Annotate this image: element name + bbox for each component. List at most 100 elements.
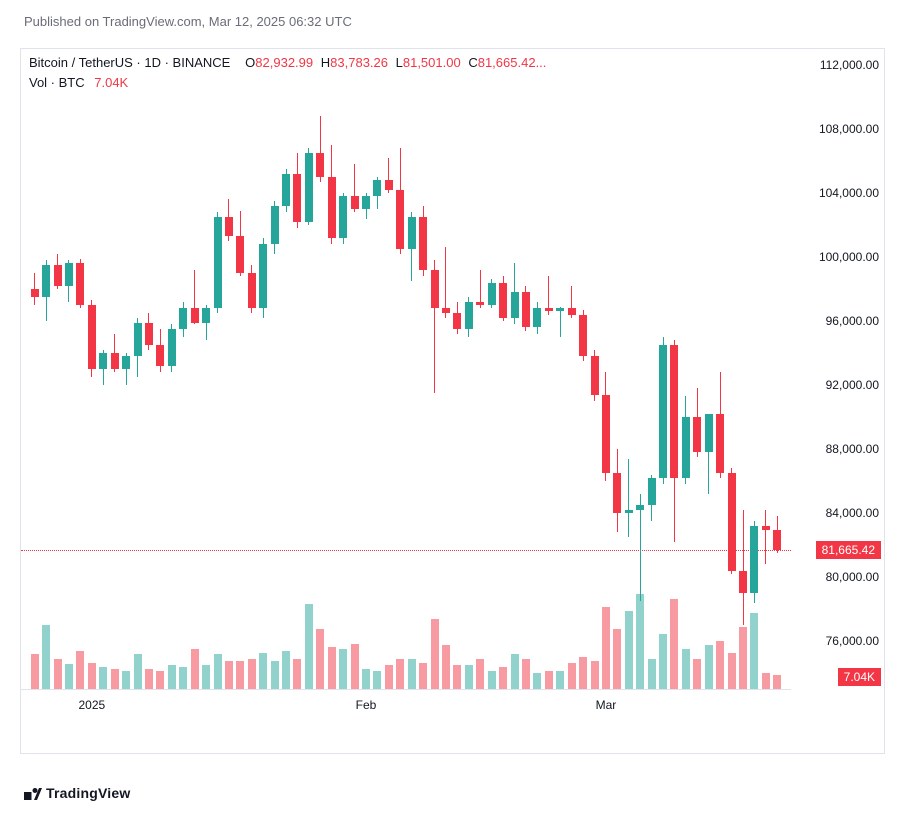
volume-bar [568,663,576,689]
volume-bar [373,671,381,689]
candle-body [202,308,210,322]
price-axis-label: 88,000.00 [826,442,879,456]
volume-bar [613,629,621,689]
volume-bar [659,634,667,689]
last-volume-label: 7.04K [838,668,881,686]
tradingview-logo-text: TradingView [46,785,130,801]
volume-bar [693,659,701,689]
time-axis-label: 2025 [78,698,105,712]
volume-bar [442,645,450,689]
candle-body [453,313,461,329]
price-axis-label: 96,000.00 [826,314,879,328]
candle-body [305,153,313,222]
volume-bar [339,649,347,689]
candle-body [705,414,713,452]
candle-body [693,417,701,452]
candle-body [99,353,107,369]
volume-bar [396,659,404,689]
candle-body [648,478,656,505]
volume-bar [202,665,210,689]
candle-body [773,530,781,550]
candle-body [373,180,381,196]
candle-body [602,395,610,473]
volume-bar [214,654,222,689]
volume-bar [316,629,324,689]
price-axis-label: 100,000.00 [819,250,879,264]
price-axis-label: 104,000.00 [819,186,879,200]
volume-bar [31,654,39,689]
candle-body [236,236,244,273]
volume-bar [602,607,610,689]
candle-body [579,315,587,357]
volume-bar [431,619,439,689]
volume-bar [716,641,724,689]
time-axis[interactable]: 2025FebMar [21,689,791,724]
volume-bar [259,653,267,689]
volume-bar [236,661,244,689]
candle-body [396,190,404,249]
volume-bar [545,671,553,689]
volume-bar [591,661,599,689]
price-axis-label: 84,000.00 [826,506,879,520]
candle-body [556,308,564,311]
tradingview-logo: TradingView [24,785,130,803]
candle-body [339,196,347,238]
candle-body [545,308,553,311]
candle-body [750,526,758,593]
volume-bar [670,599,678,689]
candle-body [568,308,576,314]
candle-body [156,345,164,366]
candle-body [42,265,50,297]
published-on-text: Published on TradingView.com, Mar 12, 20… [24,14,352,29]
candle-body [465,302,473,329]
volume-bar [465,665,473,689]
volume-bar [556,671,564,689]
candle-body [328,177,336,238]
volume-bar [168,665,176,689]
volume-bar [271,661,279,689]
candle-body [625,510,633,513]
candle-body [351,196,359,209]
volume-bar [453,665,461,689]
candle-body [431,270,439,308]
candle-body [511,292,519,318]
volume-bar [533,673,541,689]
candle-body [499,283,507,318]
candle-body [54,265,62,286]
price-axis-label: 76,000.00 [826,634,879,648]
candle-body [739,571,747,593]
volume-bar [111,669,119,689]
candle-body [248,273,256,308]
candle-body [670,345,678,478]
candle-body [31,289,39,297]
volume-bar [385,665,393,689]
time-axis-label: Mar [596,698,617,712]
candle-body [145,323,153,345]
volume-bar [179,667,187,689]
candle-body [259,244,267,308]
volume-bar [122,671,130,689]
candle-body [385,180,393,190]
volume-bar [248,659,256,689]
price-axis-label: 108,000.00 [819,122,879,136]
candle-body [134,323,142,357]
candle-body [362,196,370,209]
volume-bar [76,651,84,689]
candle-body [613,473,621,513]
volume-bar [65,664,73,689]
candle-wick [628,459,629,537]
candle-wick [640,494,641,601]
candle-body [122,356,130,369]
candle-body [476,302,484,305]
volume-bar [625,611,633,689]
volume-bar [293,659,301,689]
price-plot-area[interactable] [21,49,791,689]
volume-bar [648,659,656,689]
volume-bar [476,659,484,689]
candle-body [168,329,176,366]
candle-body [442,308,450,313]
candle-body [728,473,736,571]
price-axis[interactable]: 112,000.00 108,000.00 104,000.00 100,000.00… [791,49,883,689]
price-axis-label: 112,000.00 [820,58,879,72]
candle-body [659,345,667,478]
